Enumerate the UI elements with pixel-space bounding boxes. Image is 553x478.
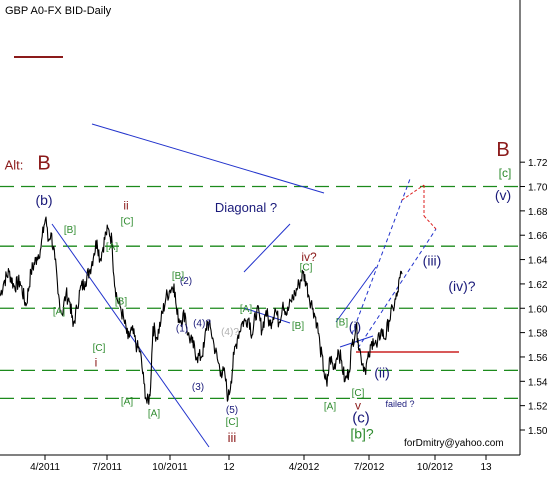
triangle-upper-line (243, 223, 291, 273)
horizontal-levels (0, 185, 520, 399)
y-tick-label: 1.60 (528, 304, 548, 315)
wave-label-0: B (496, 139, 509, 161)
y-tick-label: 1.56 (528, 353, 548, 364)
wave-label-17: [B] (115, 297, 127, 308)
wave-label-8: [C] (121, 216, 134, 227)
wave-labels: B Alt: B [c] (v) (b) ii Diagonal ? [C] [B] [A] iv? (… (5, 139, 512, 445)
wave-label-31: [A] (121, 396, 133, 407)
wave-label-29: (3) (192, 382, 204, 393)
x-axis-ticks: 4/2011 7/2011 10/2011 12 4/2012 7/2012 10/2012… (30, 455, 492, 473)
wave-label-12: (iii) (423, 253, 442, 269)
wave-label-33: v (355, 398, 361, 412)
y-tick-label: 1.72 (528, 158, 548, 169)
diagonal-upper-trendline (91, 123, 325, 194)
projection-alt-a (401, 184, 425, 201)
wave-label-24: (i) (349, 318, 361, 334)
diagonal-lower-trendline (51, 223, 210, 448)
wave-label-6: ii (123, 199, 128, 213)
wave-label-21: (4)? (193, 319, 211, 330)
wave-label-22: (1) (176, 323, 188, 334)
x-tick-label: 13 (480, 462, 492, 473)
wave-label-35: (5) (226, 405, 238, 416)
wave-label-38: [C] (226, 417, 239, 428)
wave-label-28: (ii) (374, 365, 390, 381)
wave-label-11: iv? (301, 250, 317, 264)
wave-label-4: (v) (495, 187, 511, 203)
wave-label-34: [A] (324, 401, 336, 412)
wave-label-10: [A] (106, 242, 118, 253)
x-tick-label: 4/2011 (30, 462, 60, 473)
wave-label-1: Alt: (5, 157, 24, 172)
wave-label-27: i (95, 356, 98, 370)
y-tick-label: 1.58 (528, 329, 548, 340)
wave-label-25: (4)? (221, 327, 239, 338)
x-tick-label: 10/2011 (152, 462, 188, 473)
credit-text: forDmitry@yahoo.com (404, 438, 504, 449)
wave-label-7: Diagonal ? (215, 200, 277, 215)
wave-label-32: failed ? (385, 399, 414, 409)
wedge-top-line (335, 266, 377, 323)
wedge-bottom-line (339, 335, 374, 348)
x-tick-label: 4/2012 (289, 462, 320, 473)
wave-label-37: (c) (352, 410, 370, 427)
wave-label-40: iii (228, 430, 237, 445)
x-tick-label: 7/2011 (92, 462, 122, 473)
wave-label-16: (iv)? (448, 278, 475, 294)
wave-label-19: [A] (53, 306, 65, 317)
wave-label-26: [C] (93, 343, 106, 354)
y-tick-label: 1.68 (528, 207, 548, 218)
y-tick-label: 1.52 (528, 402, 548, 413)
wave-label-23: [B] (292, 321, 304, 332)
y-tick-label: 1.62 (528, 280, 548, 291)
wave-label-36: [A] (148, 409, 160, 420)
projection-channel-lower (357, 228, 437, 349)
y-tick-label: 1.50 (528, 426, 548, 437)
wave-label-3: [c] (499, 166, 512, 180)
wave-label-30: [C] (352, 388, 365, 399)
wave-label-13: [C] (300, 263, 313, 274)
y-axis-ticks: 1.50 1.52 1.54 1.56 1.58 1.60 1.62 1.64 1.66 1.68… (520, 158, 548, 437)
wave-label-20: [B] (336, 317, 348, 328)
projection-alt-c (423, 215, 437, 230)
y-tick-label: 1.66 (528, 231, 548, 242)
y-tick-label: 1.70 (528, 183, 548, 194)
price-series-line (0, 216, 403, 405)
y-tick-label: 1.54 (528, 377, 548, 388)
wave-label-2: B (37, 152, 50, 174)
x-tick-label: 10/2012 (417, 462, 454, 473)
x-tick-label: 7/2012 (354, 462, 385, 473)
wave-label-15: (2) (180, 276, 192, 287)
wave-label-39: [b]? (350, 426, 374, 442)
wave-label-14: [B] (172, 271, 184, 282)
wave-label-9: [B] (64, 225, 76, 236)
wave-label-18: [A] (240, 304, 252, 315)
trendlines (14, 56, 459, 448)
x-tick-label: 12 (223, 462, 235, 473)
chart-title: GBP A0-FX BID-Daily (5, 5, 112, 17)
y-tick-label: 1.64 (528, 256, 548, 267)
wave-label-5: (b) (35, 192, 52, 208)
